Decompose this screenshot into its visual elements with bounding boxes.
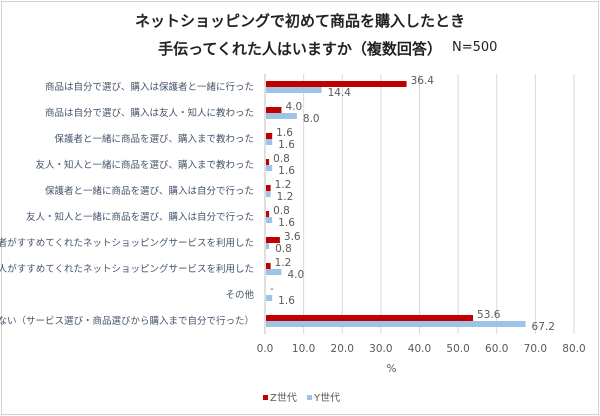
data-label: 0.8 (273, 153, 290, 165)
data-label: 4.0 (287, 269, 304, 281)
chart-title-line-1: ネットショッピングで初めて商品を購入したとき (134, 12, 465, 30)
data-label: 1.2 (275, 257, 292, 269)
data-label: 1.2 (277, 191, 294, 203)
data-label: 1.2 (275, 179, 292, 191)
data-label: 1.6 (278, 295, 295, 307)
category-label: 保護者と一緒に商品を選び、購入は自分で行った (45, 185, 254, 197)
category-label: 友人・知人と一緒に商品を選び、購入は自分で行った (26, 211, 254, 223)
x-tick-label: 80.0 (562, 343, 585, 355)
x-tick-label: 10.0 (292, 343, 315, 355)
bar-y (266, 113, 297, 119)
data-label: 67.2 (532, 321, 555, 333)
bar-y (266, 217, 273, 223)
x-tick-label: 50.0 (446, 343, 469, 355)
bar-z (266, 211, 270, 217)
legend-swatch (263, 395, 268, 400)
data-label: 1.6 (276, 127, 293, 139)
data-label: 36.4 (411, 75, 435, 87)
bar-z (266, 81, 407, 87)
x-tick-label: 20.0 (331, 343, 354, 355)
data-label: 1.6 (278, 165, 295, 177)
data-label: 1.6 (278, 217, 295, 229)
sample-size-annotation: N=500 (452, 40, 498, 55)
bar-y (266, 139, 273, 145)
bar-y (266, 87, 322, 93)
category-label: その他 (225, 289, 254, 301)
category-label: 商品は自分で選び、購入は友人・知人に教わった (45, 107, 254, 119)
legend-label: Z世代 (270, 392, 297, 404)
data-label: - (270, 283, 274, 295)
category-label: いない（サービス選び・商品選びから購入まで自分で行った） (0, 315, 254, 327)
x-tick-label: 40.0 (408, 343, 431, 355)
category-label: 保護者と一緒に商品を選び、購入まで教わった (54, 133, 254, 145)
bar-z (266, 237, 280, 243)
legend-swatch (307, 395, 312, 400)
category-label: 友人・知人がすすめてくれたネットショッピングサービスを利用した (0, 263, 254, 275)
category-label: 保護者がすすめてくれたネットショッピングサービスを利用した (0, 237, 254, 249)
x-tick-label: 60.0 (485, 343, 508, 355)
bar-z (266, 133, 273, 139)
bar-y (266, 321, 526, 327)
bar-y (266, 243, 270, 249)
chart-title-line-2: 手伝ってくれた人はいますか（複数回答） (158, 40, 442, 58)
data-label: 0.8 (275, 243, 292, 255)
bar-z (266, 185, 271, 191)
category-label: 友人・知人と一緒に商品を選び、購入まで教わった (35, 159, 254, 171)
data-label: 8.0 (303, 113, 320, 125)
bar-y (266, 191, 271, 197)
bar-z (266, 159, 270, 165)
bar-y (266, 295, 273, 301)
category-label: 商品は自分で選び、購入は保護者と一緒に行った (45, 81, 254, 93)
data-label: 4.0 (285, 101, 302, 113)
data-label: 53.6 (477, 309, 501, 321)
bar-z (266, 263, 271, 269)
x-axis-label: % (387, 363, 397, 375)
bar-z (266, 315, 474, 321)
x-tick-label: 0.0 (257, 343, 274, 355)
bar-y (266, 269, 282, 275)
data-label: 3.6 (284, 231, 301, 243)
x-tick-label: 70.0 (524, 343, 547, 355)
legend-label: Y世代 (313, 392, 340, 404)
data-label: 14.4 (328, 87, 352, 99)
data-label: 0.8 (273, 205, 290, 217)
x-tick-label: 30.0 (369, 343, 392, 355)
bar-z (266, 107, 282, 113)
data-label: 1.6 (278, 139, 295, 151)
bar-y (266, 165, 273, 171)
